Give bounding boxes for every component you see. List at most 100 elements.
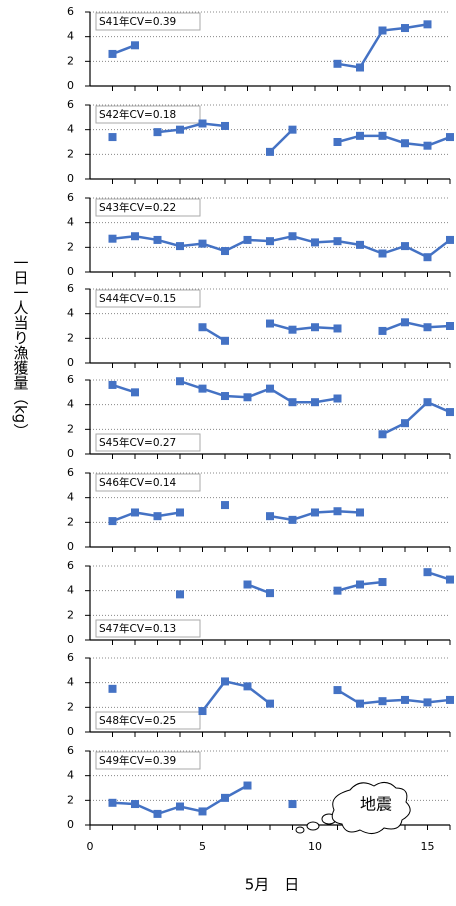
y-tick-label: 0 <box>67 265 74 278</box>
x-axis-label: 5月 日 <box>245 876 300 894</box>
y-tick-label: 0 <box>67 356 74 369</box>
point <box>266 512 274 520</box>
point <box>379 578 387 586</box>
point <box>379 327 387 335</box>
point <box>446 236 454 244</box>
x-tick-label: 5 <box>199 840 206 853</box>
y-tick-label: 2 <box>67 700 74 713</box>
y-tick-label: 2 <box>67 240 74 253</box>
point <box>131 800 139 808</box>
point <box>131 388 139 396</box>
point <box>221 794 229 802</box>
y-tick-label: 6 <box>67 559 74 572</box>
point <box>131 41 139 49</box>
point <box>289 126 297 134</box>
point <box>446 322 454 330</box>
y-tick-label: 6 <box>67 282 74 295</box>
point <box>221 122 229 130</box>
y-tick-label: 4 <box>67 584 74 597</box>
point <box>199 385 207 393</box>
point <box>199 120 207 128</box>
point <box>176 803 184 811</box>
point <box>266 237 274 245</box>
point <box>334 686 342 694</box>
y-tick-label: 6 <box>67 744 74 757</box>
point <box>356 241 364 249</box>
point <box>244 236 252 244</box>
point <box>446 133 454 141</box>
series-line <box>203 681 271 711</box>
panel-label: S44年CV=0.15 <box>99 292 176 305</box>
point <box>379 250 387 258</box>
point <box>244 682 252 690</box>
y-tick-label: 0 <box>67 818 74 831</box>
point <box>424 20 432 28</box>
point <box>379 27 387 35</box>
series-line <box>383 322 451 331</box>
point <box>221 392 229 400</box>
point <box>109 799 117 807</box>
y-tick-label: 0 <box>67 633 74 646</box>
point <box>176 508 184 516</box>
point <box>199 707 207 715</box>
point <box>176 377 184 385</box>
y-tick-label: 6 <box>67 191 74 204</box>
panel: 0246S46年CV=0.14 <box>67 466 450 553</box>
point <box>334 138 342 146</box>
y-tick-label: 4 <box>67 30 74 43</box>
panel: 0246S45年CV=0.27 <box>67 373 454 460</box>
point <box>176 590 184 598</box>
point <box>334 324 342 332</box>
point <box>424 142 432 150</box>
point <box>401 24 409 32</box>
point <box>311 398 319 406</box>
panel-label: S47年CV=0.13 <box>99 622 176 635</box>
point <box>289 232 297 240</box>
chart: 0246051015S49年CV=0.390246S48年CV=0.250246… <box>0 0 456 902</box>
y-tick-label: 0 <box>67 540 74 553</box>
y-tick-label: 2 <box>67 515 74 528</box>
y-tick-label: 4 <box>67 216 74 229</box>
point <box>176 126 184 134</box>
point <box>221 337 229 345</box>
point <box>379 697 387 705</box>
series-line <box>338 136 451 146</box>
panel-label: S43年CV=0.22 <box>99 201 176 214</box>
y-tick-label: 2 <box>67 54 74 67</box>
y-tick-label: 0 <box>67 172 74 185</box>
point <box>356 700 364 708</box>
point <box>244 581 252 589</box>
point <box>401 139 409 147</box>
point <box>109 381 117 389</box>
series-line <box>158 124 226 133</box>
point <box>446 696 454 704</box>
point <box>424 253 432 261</box>
y-tick-label: 6 <box>67 466 74 479</box>
panel: 0 2 4 6 S43年CV=0.22 <box>67 191 454 278</box>
panel-label: S42年CV=0.18 <box>99 108 176 121</box>
point <box>401 318 409 326</box>
point <box>424 398 432 406</box>
point <box>401 696 409 704</box>
y-tick-label: 4 <box>67 398 74 411</box>
y-tick-label: 0 <box>67 79 74 92</box>
point <box>379 430 387 438</box>
series-line <box>270 324 338 330</box>
point <box>109 133 117 141</box>
point <box>221 677 229 685</box>
series-line <box>113 512 181 521</box>
y-tick-label: 6 <box>67 651 74 664</box>
point <box>356 64 364 72</box>
point <box>199 323 207 331</box>
panel-label: S48年CV=0.25 <box>99 714 176 727</box>
point <box>379 132 387 140</box>
panel: 0246S47年CV=0.13 <box>67 559 454 646</box>
point <box>334 395 342 403</box>
panel-label: S45年CV=0.27 <box>99 436 176 449</box>
panel-label: S41年CV=0.39 <box>99 15 176 28</box>
point <box>221 247 229 255</box>
point <box>334 60 342 68</box>
point <box>266 385 274 393</box>
